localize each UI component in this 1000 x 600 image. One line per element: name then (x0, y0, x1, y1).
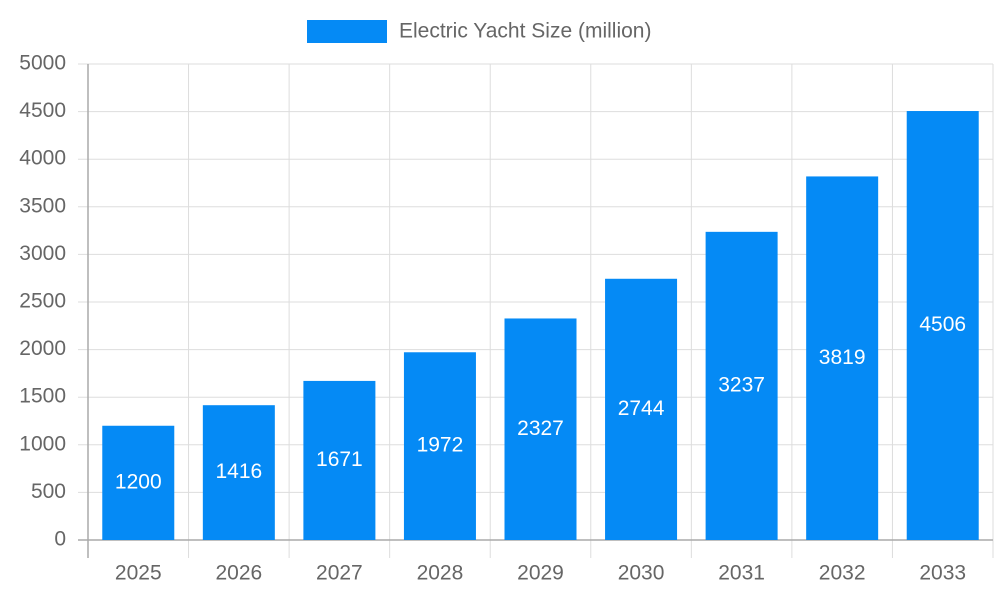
y-tick-label: 5000 (19, 52, 66, 75)
value-label: 4506 (919, 313, 966, 336)
y-tick-label: 1500 (19, 385, 66, 408)
value-label: 1972 (417, 434, 464, 457)
x-tick-label: 2029 (517, 562, 564, 585)
bar (403, 352, 476, 540)
bar (504, 318, 577, 540)
value-label: 1416 (215, 460, 262, 483)
bar (906, 111, 979, 540)
x-tick-label: 2028 (417, 562, 464, 585)
value-label: 3819 (819, 346, 866, 369)
value-label: 3237 (718, 373, 765, 396)
y-tick-label: 3500 (19, 194, 66, 217)
legend-swatch (307, 20, 387, 43)
y-tick-label: 3000 (19, 242, 66, 265)
bar (303, 380, 376, 540)
value-label: 2327 (517, 417, 564, 440)
x-tick-label: 2026 (215, 562, 262, 585)
y-tick-label: 0 (54, 528, 66, 551)
value-label: 1671 (316, 448, 363, 471)
y-tick-label: 2000 (19, 337, 66, 360)
x-tick-label: 2030 (618, 562, 665, 585)
bar (102, 425, 175, 540)
x-tick-label: 2031 (718, 562, 765, 585)
y-tick-label: 4500 (19, 99, 66, 122)
x-tick-label: 2033 (919, 562, 966, 585)
value-label: 1200 (115, 470, 162, 493)
y-tick-label: 500 (31, 480, 66, 503)
bar (605, 278, 678, 540)
bar (705, 231, 778, 541)
legend-label: Electric Yacht Size (million) (399, 20, 651, 43)
y-tick-label: 2500 (19, 290, 66, 313)
y-tick-label: 4000 (19, 147, 66, 170)
bar (202, 405, 275, 540)
value-label: 2744 (618, 397, 665, 420)
x-tick-label: 2025 (115, 562, 162, 585)
bar (806, 176, 879, 540)
y-tick-label: 1000 (19, 432, 66, 455)
x-tick-label: 2027 (316, 562, 363, 585)
x-tick-label: 2032 (819, 562, 866, 585)
